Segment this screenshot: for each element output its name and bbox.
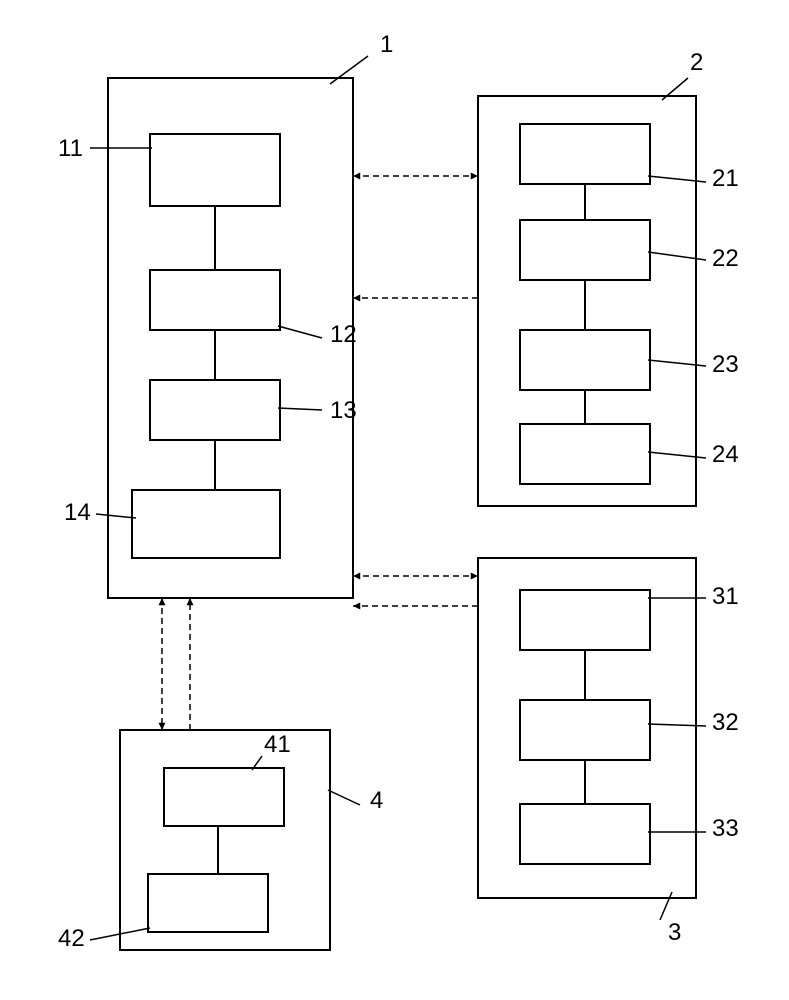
- box-b12: [150, 270, 280, 330]
- label-b21: 21: [712, 165, 739, 192]
- label-b42: 42: [58, 925, 85, 952]
- arrow-head: [471, 573, 478, 580]
- box-b11: [150, 134, 280, 206]
- arrow-head: [471, 173, 478, 180]
- box-b24: [520, 424, 650, 484]
- box-b22: [520, 220, 650, 280]
- box-b23: [520, 330, 650, 390]
- box-b42: [148, 874, 268, 932]
- label-b32: 32: [712, 709, 739, 736]
- lead-line-c3: [660, 892, 672, 920]
- label-b31: 31: [712, 583, 739, 610]
- container-c4: [120, 730, 330, 950]
- label-c2: 2: [690, 49, 703, 76]
- container-c2: [478, 96, 696, 506]
- lead-line-b23: [648, 360, 706, 366]
- box-b13: [150, 380, 280, 440]
- lead-line-b12: [278, 326, 322, 338]
- box-b32: [520, 700, 650, 760]
- arrow-head: [353, 573, 360, 580]
- lead-line-b13: [278, 408, 322, 410]
- arrow-head: [159, 598, 166, 605]
- container-c3: [478, 558, 696, 898]
- label-b23: 23: [712, 351, 739, 378]
- lead-line-b22: [648, 252, 706, 260]
- label-b12: 12: [330, 321, 357, 348]
- box-b33: [520, 804, 650, 864]
- label-b24: 24: [712, 441, 739, 468]
- container-c1: [108, 78, 353, 598]
- lead-line-b14: [96, 514, 136, 518]
- label-b14: 14: [64, 499, 91, 526]
- block-diagram: 123411121314212223243132334142: [0, 0, 789, 1000]
- label-c4: 4: [370, 787, 383, 814]
- arrow-head: [353, 173, 360, 180]
- arrow-head: [353, 295, 360, 302]
- box-b41: [164, 768, 284, 826]
- box-b14: [132, 490, 280, 558]
- lead-line-b24: [648, 452, 706, 458]
- lead-line-c1: [330, 56, 368, 84]
- arrow-head: [159, 723, 166, 730]
- box-b21: [520, 124, 650, 184]
- box-b31: [520, 590, 650, 650]
- arrow-head: [353, 603, 360, 610]
- lead-line-b32: [648, 724, 706, 726]
- label-b33: 33: [712, 815, 739, 842]
- label-b41: 41: [264, 731, 291, 758]
- label-b22: 22: [712, 245, 739, 272]
- lead-line-c4: [328, 790, 360, 805]
- arrow-head: [187, 598, 194, 605]
- lead-line-b21: [648, 176, 706, 182]
- label-b11: 11: [58, 135, 83, 162]
- label-c3: 3: [668, 919, 681, 946]
- label-c1: 1: [380, 31, 393, 58]
- label-b13: 13: [330, 397, 357, 424]
